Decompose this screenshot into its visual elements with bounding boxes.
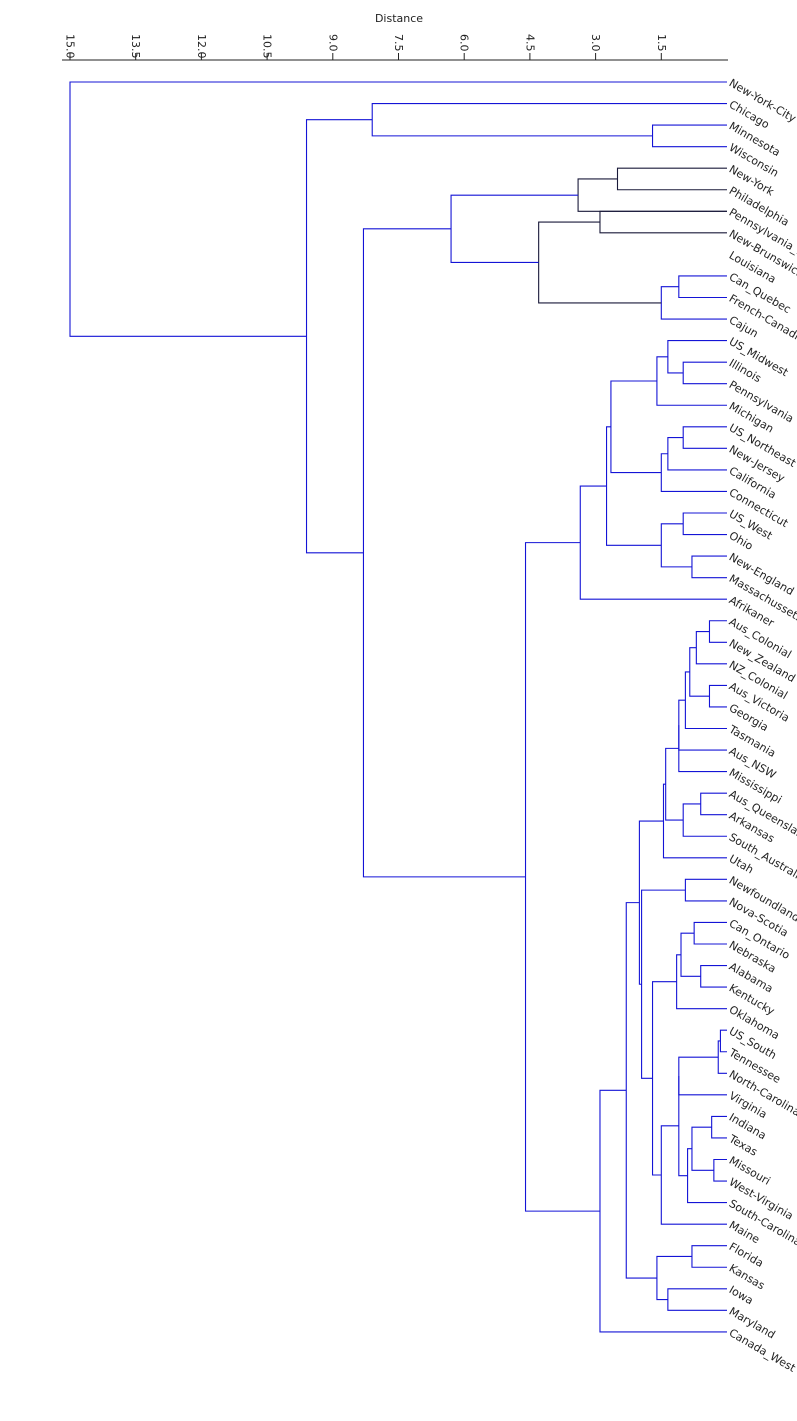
x-tick-label: 6.0: [458, 34, 471, 52]
dendrogram-link: [691, 1245, 727, 1268]
dendrogram-link: [660, 523, 692, 568]
dendrogram-link: [691, 555, 727, 579]
x-axis-ticks: 15.0 13.5 12.0 10.5 9.0 7.5 6.0 4.5 3.0 1.5: [64, 34, 668, 60]
dendrogram-link: [678, 1075, 688, 1177]
x-tick-label: 13.5: [129, 34, 142, 59]
dendrogram-link: [708, 684, 727, 708]
dendrogram-link: [678, 725, 727, 773]
x-tick-label: 1.5: [655, 34, 668, 52]
x-tick-label: 12.0: [195, 34, 208, 59]
x-tick-label: 4.5: [523, 34, 536, 52]
dendrogram-link: [660, 286, 727, 320]
dendrogram-link: [606, 426, 662, 546]
dendrogram-link: [524, 542, 600, 1212]
dendrogram-link: [667, 1288, 727, 1311]
dendrogram-link: [599, 210, 727, 234]
dendrogram-link: [69, 81, 727, 337]
dendrogram-link: [678, 1056, 727, 1096]
dendrogram-link: [719, 1029, 727, 1053]
dendrogram-links: [69, 81, 727, 1333]
dendrogram-link: [667, 340, 727, 374]
dendrogram-link: [676, 954, 727, 1010]
x-tick-label: 10.5: [261, 34, 274, 59]
leaf-labels: New-York-CityChicagoMinnesotaWisconsinNe…: [726, 76, 797, 1375]
dendrogram-link: [682, 426, 727, 449]
dendrogram-link: [700, 965, 727, 988]
dendrogram-link: [687, 1148, 727, 1204]
dendrogram-link: [656, 1255, 692, 1301]
dendrogram-link: [371, 103, 727, 137]
dendrogram-link: [665, 747, 684, 821]
dendrogram-link: [711, 1115, 727, 1139]
dendrogram-link: [684, 878, 727, 902]
x-tick-label: 9.0: [326, 34, 339, 52]
dendrogram-link: [579, 485, 727, 600]
dendrogram-link: [450, 194, 579, 264]
dendrogram-link: [667, 437, 727, 471]
dendrogram-link: [660, 453, 727, 492]
dendrogram-link: [713, 1158, 727, 1182]
x-axis-title: Distance: [375, 12, 423, 25]
dendrogram-link: [695, 630, 727, 665]
dendrogram-link: [691, 1126, 714, 1171]
dendrogram-link: [682, 361, 727, 385]
dendrogram-link: [684, 671, 727, 730]
dendrogram-link: [577, 178, 727, 212]
dendrogram-link: [362, 228, 526, 878]
dendrogram-link: [641, 889, 686, 1079]
dendrogram-link: [305, 119, 373, 554]
dendrogram-link: [660, 1125, 727, 1225]
dendrogram-link: [616, 167, 727, 191]
dendrogram-link: [689, 647, 710, 697]
dendrogram-link: [708, 620, 727, 643]
dendrogram-link: [700, 792, 727, 816]
dendrogram-link: [678, 275, 727, 299]
dendrogram-link: [693, 921, 727, 945]
x-tick-label: 15.0: [64, 34, 77, 59]
dendrogram-link: [682, 512, 727, 536]
dendrogram-link: [678, 699, 727, 751]
dendrogram-link: [651, 124, 727, 148]
dendrogram-link: [651, 981, 677, 1176]
x-tick-label: 3.0: [589, 34, 602, 52]
dendrogram-link: [680, 932, 701, 977]
dendrogram-link: [662, 783, 727, 859]
x-tick-label: 7.5: [392, 34, 405, 52]
dendrogram-link: [638, 820, 664, 985]
dendrogram-link: [538, 221, 662, 304]
dendrogram-link: [599, 1089, 727, 1333]
dendrogram-link: [610, 380, 662, 474]
dendrogram-link: [682, 803, 727, 837]
dendrogram-link: [717, 1040, 727, 1074]
